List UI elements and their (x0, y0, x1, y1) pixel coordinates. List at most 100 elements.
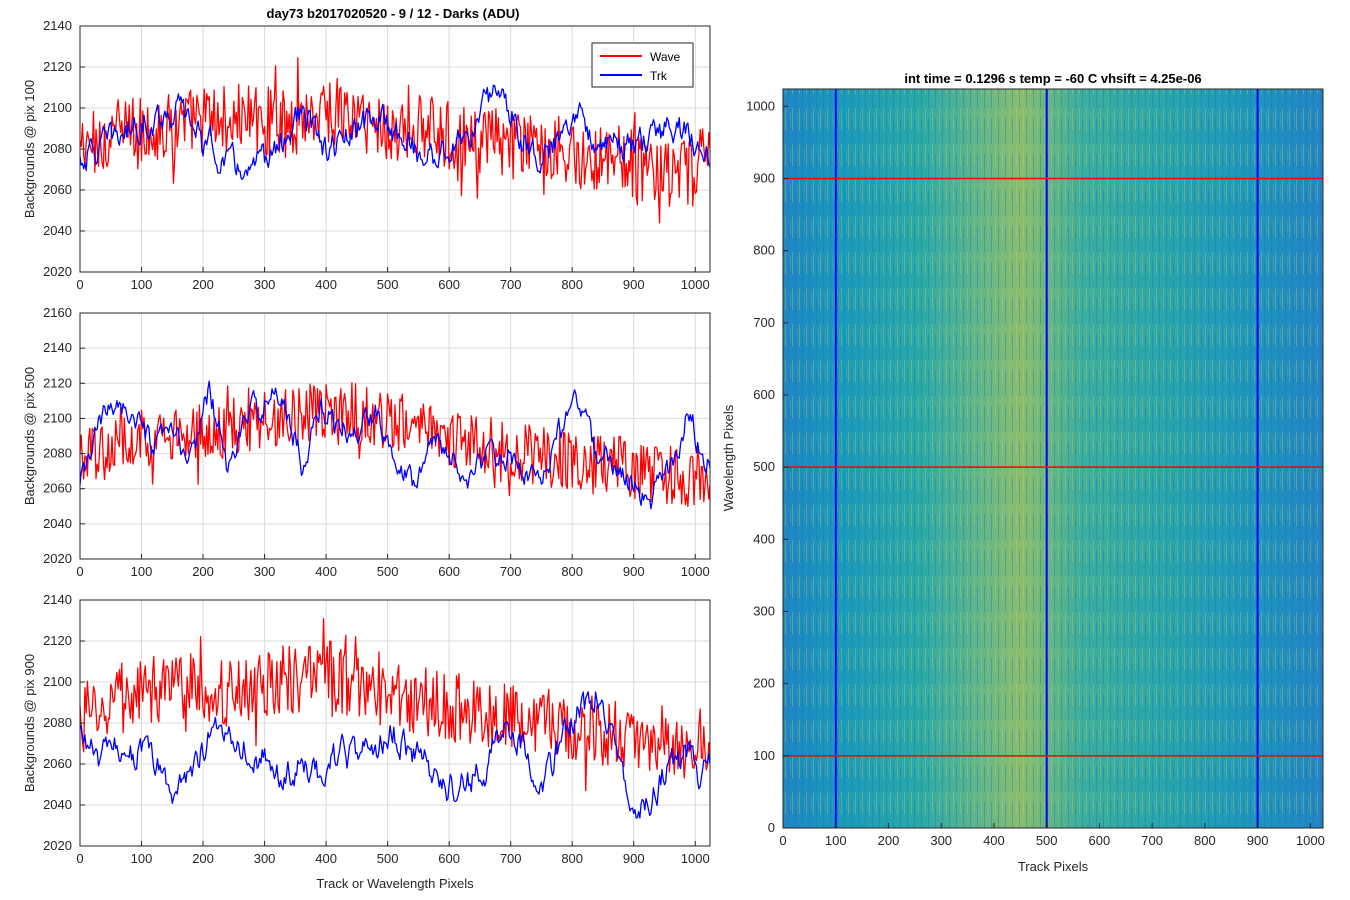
y-tick-label: 1000 (746, 98, 775, 113)
y-tick-label: 2040 (43, 516, 72, 531)
y-tick-label: 2160 (43, 305, 72, 320)
x-tick-label: 900 (623, 851, 645, 866)
y-tick-label: 200 (753, 676, 775, 691)
x-tick-label: 400 (983, 833, 1005, 848)
x-tick-label: 900 (623, 564, 645, 579)
y-tick-label: 500 (753, 459, 775, 474)
axes-box (782, 88, 1324, 829)
x-tick-label: 300 (254, 851, 276, 866)
chart-title: day73 b2017020520 - 9 / 12 - Darks (ADU) (267, 6, 520, 21)
y-tick-label: 2140 (43, 340, 72, 355)
y-tick-label: 2100 (43, 674, 72, 689)
series-line-trk (79, 380, 711, 510)
y-tick-label: 600 (753, 387, 775, 402)
x-tick-label: 100 (131, 851, 153, 866)
heatmap-chart: 0 100 200 300 400 500 600 700 800 900 1000 0 100 200 3… (721, 71, 1325, 874)
x-tick-label: 0 (76, 851, 83, 866)
y-tick-label: 400 (753, 531, 775, 546)
x-tick-label: 1000 (681, 564, 710, 579)
y-tick-label: 2040 (43, 223, 72, 238)
marker-lines (783, 89, 1323, 828)
y-tick-label: 900 (753, 170, 775, 185)
x-tick-label: 0 (76, 564, 83, 579)
y-tick-label: 2080 (43, 446, 72, 461)
x-tick-label: 800 (561, 851, 583, 866)
y-tick-label: 2020 (43, 838, 72, 853)
x-tick-label: 600 (438, 564, 460, 579)
series-line-wave (79, 617, 711, 792)
y-tick-label: 2060 (43, 481, 72, 496)
x-tick-label: 700 (500, 851, 522, 866)
y-tick-label: 2120 (43, 375, 72, 390)
x-tick-label: 0 (76, 277, 83, 292)
x-tick-label: 300 (254, 277, 276, 292)
y-tick-label: 2020 (43, 551, 72, 566)
y-axis-label: Backgrounds @ pix 100 (22, 80, 37, 218)
line-chart-pix100: 0 100 200 300 400 500 600 700 800 900 1000 2020 2040… (22, 6, 711, 292)
y-tick-label: 2020 (43, 264, 72, 279)
series-layer (79, 57, 711, 224)
tick-labels: 0 100 200 300 400 500 600 700 800 900 1000 2020 2040… (43, 592, 710, 866)
series-line-trk (79, 691, 711, 819)
x-tick-label: 400 (315, 564, 337, 579)
x-tick-label: 300 (930, 833, 952, 848)
y-tick-label: 2040 (43, 797, 72, 812)
y-tick-label: 2080 (43, 141, 72, 156)
y-tick-label: 2140 (43, 18, 72, 33)
x-tick-label: 500 (377, 277, 399, 292)
heatmap-texture (783, 89, 1323, 828)
x-tick-label: 800 (561, 277, 583, 292)
x-tick-label: 800 (561, 564, 583, 579)
x-tick-label: 500 (377, 564, 399, 579)
x-tick-label: 600 (1089, 833, 1111, 848)
y-tick-label: 300 (753, 603, 775, 618)
legend-box (591, 42, 694, 88)
series-layer (79, 617, 711, 819)
x-tick-label: 400 (315, 851, 337, 866)
x-tick-label: 100 (825, 833, 847, 848)
y-tick-label: 2100 (43, 100, 72, 115)
x-tick-label: 600 (438, 851, 460, 866)
x-tick-label: 100 (131, 277, 153, 292)
x-tick-label: 200 (192, 851, 214, 866)
y-tick-label: 2060 (43, 182, 72, 197)
x-tick-label: 700 (500, 277, 522, 292)
x-tick-label: 0 (779, 833, 786, 848)
x-tick-label: 1000 (681, 851, 710, 866)
y-tick-label: 2080 (43, 715, 72, 730)
x-tick-label: 500 (377, 851, 399, 866)
y-axis-label: Wavelength Pixels (721, 404, 736, 511)
x-tick-label: 100 (131, 564, 153, 579)
y-tick-label: 0 (768, 820, 775, 835)
x-tick-label: 200 (192, 277, 214, 292)
tick-labels: 0 100 200 300 400 500 600 700 800 900 1000 2020 2040… (43, 305, 710, 579)
y-tick-label: 800 (753, 243, 775, 258)
y-tick-label: 2060 (43, 756, 72, 771)
y-tick-label: 700 (753, 315, 775, 330)
tick-labels: 0 100 200 300 400 500 600 700 800 900 1000 0 100 200 3… (746, 98, 1325, 848)
x-tick-label: 200 (878, 833, 900, 848)
y-axis-label: Backgrounds @ pix 500 (22, 367, 37, 505)
x-tick-label: 300 (254, 564, 276, 579)
x-tick-label: 1000 (1296, 833, 1325, 848)
line-chart-pix500: 0 100 200 300 400 500 600 700 800 900 1000 2020 2040… (22, 305, 711, 579)
y-axis-label: Backgrounds @ pix 900 (22, 654, 37, 792)
x-tick-label: 400 (315, 277, 337, 292)
legend-label-wave: Wave (650, 50, 681, 64)
y-tick-label: 2120 (43, 59, 72, 74)
y-tick-label: 100 (753, 748, 775, 763)
series-line-trk (79, 84, 711, 180)
x-tick-label: 800 (1194, 833, 1216, 848)
y-tick-label: 2100 (43, 410, 72, 425)
series-layer (79, 380, 711, 510)
x-tick-label: 900 (623, 277, 645, 292)
axes-box (79, 312, 711, 560)
x-tick-label: 900 (1247, 833, 1269, 848)
tick-labels: 0 100 200 300 400 500 600 700 800 900 1000 2020 2040… (43, 18, 710, 292)
x-tick-label: 500 (1036, 833, 1058, 848)
y-tick-label: 2120 (43, 633, 72, 648)
line-chart-pix900: 0 100 200 300 400 500 600 700 800 900 1000 2020 2040… (22, 592, 711, 891)
x-axis-label: Track or Wavelength Pixels (316, 876, 474, 891)
x-tick-label: 200 (192, 564, 214, 579)
